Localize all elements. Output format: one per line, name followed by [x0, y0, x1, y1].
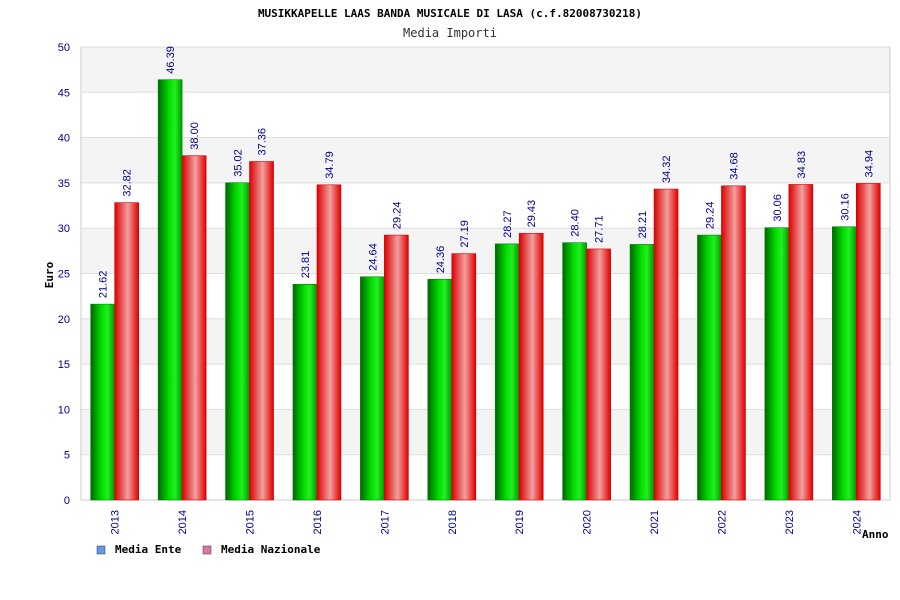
chart-subtitle: Media Importi — [403, 26, 497, 40]
y-tick-label: 25 — [58, 269, 70, 281]
plot-background — [81, 47, 890, 500]
plot-band — [81, 364, 890, 410]
bar-media-ente — [225, 182, 250, 501]
data-label: 29.43 — [526, 200, 538, 228]
y-axis-ticks: 0 5 10 15 20 25 30 35 40 45 50 — [58, 42, 70, 507]
bar-media-nazionale — [855, 183, 881, 501]
bar-media-ente — [494, 243, 520, 501]
y-tick-label: 35 — [58, 178, 70, 190]
bar-media-ente — [562, 242, 587, 501]
bars — [90, 79, 881, 501]
bar-media-nazionale — [653, 188, 679, 501]
data-label: 30.16 — [839, 193, 851, 221]
bar-media-nazionale — [788, 184, 814, 501]
data-label: 32.82 — [122, 169, 134, 197]
data-label: 35.02 — [233, 149, 245, 177]
data-label: 34.94 — [863, 150, 875, 178]
plot-band — [81, 182, 890, 229]
plot-band — [81, 318, 890, 365]
legend-swatch-media-nazionale — [202, 545, 212, 555]
y-tick-label: 10 — [58, 404, 70, 416]
legend-swatch-media-ente — [96, 545, 106, 555]
bar-media-ente — [697, 234, 722, 501]
bar-media-nazionale — [316, 184, 342, 501]
x-tick-label: 2014 — [177, 510, 189, 534]
x-tick-label: 2022 — [716, 510, 728, 534]
bar-media-ente — [360, 276, 385, 501]
bar-media-nazionale — [721, 185, 746, 501]
legend-label-media-ente: Media Ente — [115, 543, 182, 556]
bar-media-nazionale — [249, 161, 274, 501]
y-tick-label: 30 — [58, 223, 70, 235]
plot-band — [81, 47, 890, 93]
y-tick-label: 20 — [58, 314, 70, 326]
data-label: 28.27 — [502, 210, 514, 238]
bar-media-nazionale — [451, 253, 477, 501]
data-label: 29.24 — [391, 202, 403, 230]
x-tick-label: 2013 — [110, 510, 122, 534]
x-tick-label: 2019 — [514, 510, 526, 534]
plot-band — [81, 228, 890, 274]
x-tick-label: 2023 — [784, 510, 796, 534]
data-label: 38.00 — [189, 122, 201, 150]
bar-media-ente — [292, 283, 318, 501]
x-tick-label: 2016 — [312, 510, 324, 534]
bar-media-ente — [157, 79, 183, 501]
y-tick-label: 0 — [64, 495, 70, 507]
data-label: 46.39 — [165, 46, 177, 74]
data-label: 34.83 — [796, 151, 808, 179]
x-axis-label: Anno — [862, 528, 889, 541]
data-labels: 21.62 32.82 46.39 38.00 35.02 37.36 23.81 34.79… — [98, 46, 876, 298]
bar-media-ente — [427, 278, 453, 501]
bar-media-ente — [90, 303, 116, 501]
bar-media-nazionale — [114, 202, 140, 501]
data-label: 34.68 — [728, 152, 740, 180]
x-tick-label: 2017 — [379, 510, 391, 534]
data-label: 21.62 — [98, 271, 110, 299]
legend-label-media-nazionale: Media Nazionale — [221, 543, 321, 556]
data-label: 30.06 — [772, 194, 784, 222]
data-label: 24.36 — [435, 246, 447, 274]
data-label: 37.36 — [257, 128, 269, 156]
y-tick-label: 15 — [58, 359, 70, 371]
data-label: 27.19 — [459, 220, 471, 248]
y-tick-label: 5 — [64, 450, 70, 462]
legend: Media Ente Media Nazionale — [96, 543, 321, 556]
x-tick-label: 2024 — [851, 510, 863, 534]
plot-band — [81, 137, 890, 183]
data-label: 34.32 — [661, 156, 673, 184]
x-axis-ticks: 2013 2014 2015 2016 2017 2018 2019 2020 2021 2022… — [110, 510, 864, 534]
y-tick-label: 50 — [58, 42, 70, 54]
x-tick-label: 2015 — [245, 510, 257, 534]
y-tick-label: 40 — [58, 133, 70, 145]
bar-media-nazionale — [518, 233, 544, 501]
x-tick-label: 2018 — [447, 510, 459, 534]
chart-title: MUSIKKAPELLE LAAS BANDA MUSICALE DI LASA… — [258, 7, 642, 20]
data-label: 34.79 — [324, 151, 336, 179]
bar-media-ente — [629, 244, 655, 501]
x-tick-label: 2021 — [649, 510, 661, 534]
data-label: 23.81 — [300, 251, 312, 279]
data-label: 29.24 — [704, 202, 716, 230]
data-label: 27.71 — [594, 215, 606, 243]
bar-media-nazionale — [586, 248, 611, 501]
data-label: 24.64 — [367, 243, 379, 271]
y-axis-label: Euro — [43, 261, 56, 288]
gridlines — [80, 46, 891, 501]
plot-band — [81, 454, 890, 500]
bar-media-nazionale — [384, 234, 409, 501]
y-tick-label: 45 — [58, 87, 70, 99]
data-label: 28.21 — [637, 211, 649, 239]
plot-band — [81, 92, 890, 138]
bar-media-ente — [831, 226, 857, 501]
plot-band — [81, 409, 890, 455]
data-label: 28.40 — [570, 209, 582, 237]
bar-media-ente — [764, 227, 790, 501]
plot-band — [81, 273, 890, 319]
x-tick-label: 2020 — [582, 510, 594, 534]
bar-media-nazionale — [181, 155, 207, 501]
